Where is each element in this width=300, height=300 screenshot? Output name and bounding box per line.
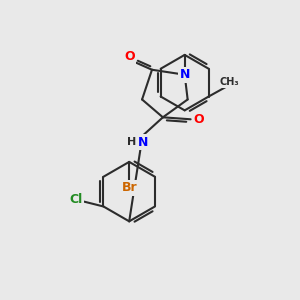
Text: Cl: Cl xyxy=(69,193,82,206)
Text: O: O xyxy=(124,50,134,63)
Text: N: N xyxy=(179,68,190,81)
Text: N: N xyxy=(138,136,148,148)
Text: O: O xyxy=(193,113,204,126)
Text: CH₃: CH₃ xyxy=(220,76,239,87)
Text: Br: Br xyxy=(122,181,137,194)
Text: H: H xyxy=(127,137,136,147)
